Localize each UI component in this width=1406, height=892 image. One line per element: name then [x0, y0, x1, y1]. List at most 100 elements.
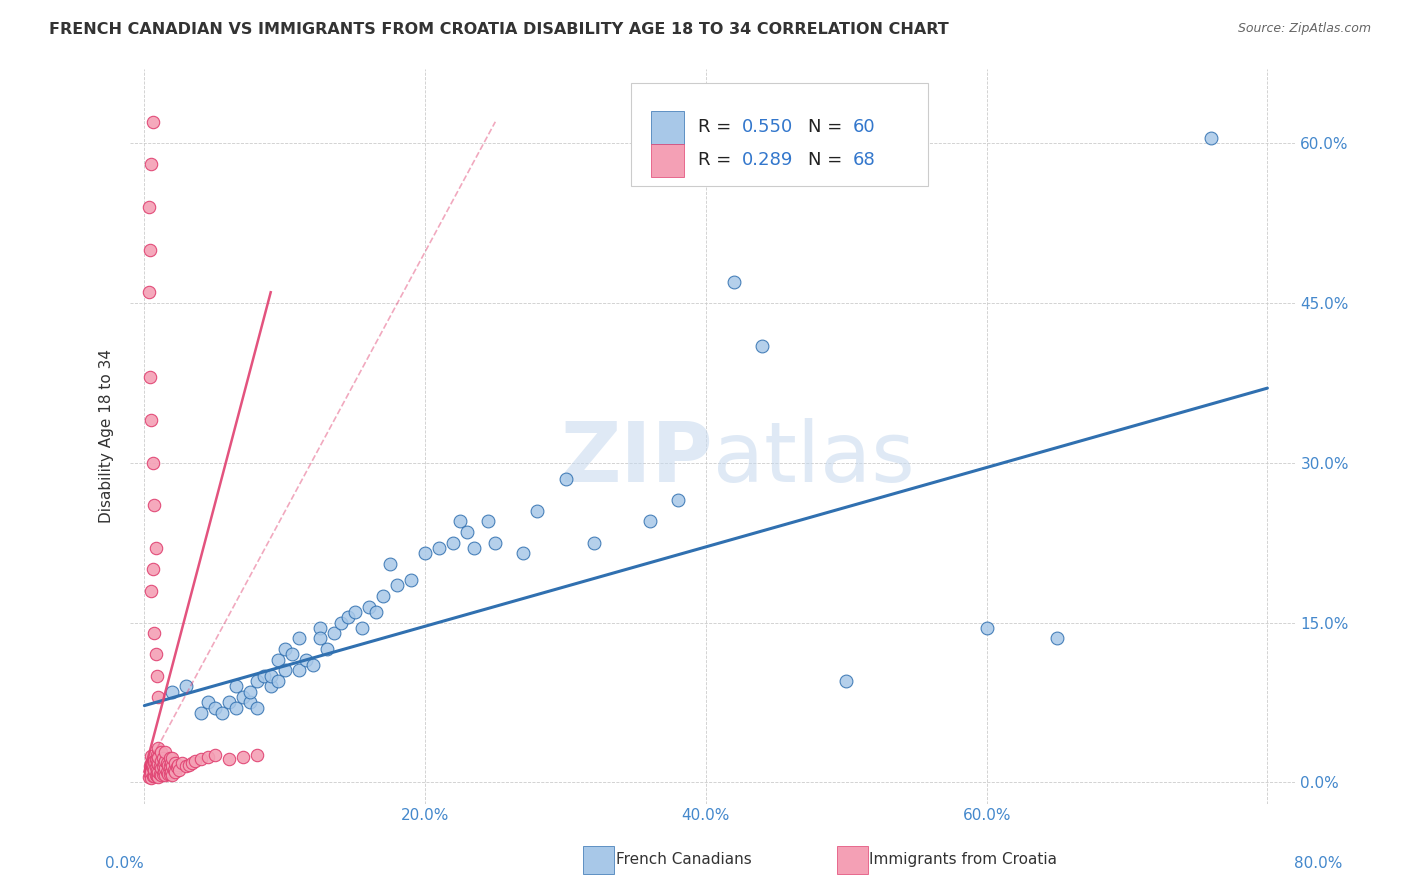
- Point: [157, 758, 180, 772]
- Point: [751, 338, 773, 352]
- Point: [526, 503, 548, 517]
- Point: [138, 285, 160, 300]
- Point: [162, 768, 184, 782]
- Text: 60: 60: [852, 119, 876, 136]
- Point: [274, 642, 297, 657]
- Point: [582, 535, 605, 549]
- Point: [385, 578, 408, 592]
- Point: [148, 741, 170, 756]
- Text: French Canadians: French Canadians: [616, 853, 752, 867]
- Point: [184, 754, 207, 768]
- Point: [159, 759, 181, 773]
- Point: [139, 370, 162, 384]
- Point: [159, 766, 181, 780]
- Text: atlas: atlas: [713, 417, 915, 499]
- Point: [150, 768, 173, 782]
- Point: [176, 680, 198, 694]
- Point: [378, 557, 401, 571]
- Point: [399, 573, 422, 587]
- Point: [218, 752, 240, 766]
- Point: [138, 200, 160, 214]
- Point: [143, 626, 166, 640]
- Point: [288, 664, 311, 678]
- Point: [141, 748, 163, 763]
- Text: Source: ZipAtlas.com: Source: ZipAtlas.com: [1237, 22, 1371, 36]
- Point: [197, 749, 219, 764]
- Point: [308, 632, 330, 646]
- Point: [162, 685, 184, 699]
- Point: [204, 747, 226, 762]
- Point: [162, 759, 184, 773]
- Point: [225, 700, 247, 714]
- Point: [427, 541, 450, 555]
- Point: [260, 680, 283, 694]
- Point: [281, 648, 304, 662]
- Text: R =: R =: [697, 119, 737, 136]
- Point: [1046, 632, 1069, 646]
- Point: [160, 764, 183, 779]
- Point: [143, 763, 166, 777]
- Point: [156, 764, 179, 779]
- Point: [142, 456, 165, 470]
- Point: [371, 589, 394, 603]
- Point: [141, 413, 163, 427]
- Point: [146, 763, 169, 777]
- Point: [141, 583, 163, 598]
- Point: [169, 763, 191, 777]
- Point: [1199, 130, 1222, 145]
- Point: [336, 610, 359, 624]
- Text: R =: R =: [697, 152, 737, 169]
- Text: 68: 68: [852, 152, 876, 169]
- Point: [165, 756, 187, 771]
- Text: N =: N =: [808, 119, 848, 136]
- Point: [638, 514, 661, 528]
- Point: [148, 749, 170, 764]
- Point: [148, 757, 170, 772]
- Point: [142, 562, 165, 576]
- Text: FRENCH CANADIAN VS IMMIGRANTS FROM CROATIA DISABILITY AGE 18 TO 34 CORRELATION C: FRENCH CANADIAN VS IMMIGRANTS FROM CROAT…: [49, 22, 949, 37]
- Point: [143, 769, 166, 783]
- Point: [835, 674, 858, 689]
- Point: [456, 524, 478, 539]
- Point: [322, 626, 344, 640]
- Text: 0.289: 0.289: [742, 152, 793, 169]
- Bar: [651, 144, 683, 177]
- Point: [157, 766, 180, 780]
- Point: [167, 758, 190, 772]
- Point: [149, 759, 172, 773]
- Point: [152, 766, 174, 780]
- Point: [152, 751, 174, 765]
- Point: [160, 756, 183, 771]
- Point: [232, 749, 254, 764]
- Bar: [651, 111, 683, 144]
- Point: [155, 754, 177, 768]
- Point: [148, 770, 170, 784]
- Point: [190, 706, 212, 720]
- Point: [141, 764, 163, 779]
- Point: [159, 751, 181, 765]
- Point: [172, 756, 194, 771]
- Point: [179, 758, 201, 772]
- Point: [413, 546, 436, 560]
- Text: Immigrants from Croatia: Immigrants from Croatia: [869, 853, 1057, 867]
- Point: [142, 769, 165, 783]
- Point: [145, 541, 167, 555]
- Point: [449, 514, 471, 528]
- Text: N =: N =: [808, 152, 848, 169]
- Point: [267, 653, 290, 667]
- Point: [274, 664, 297, 678]
- Point: [146, 769, 169, 783]
- Point: [253, 669, 276, 683]
- Point: [441, 535, 464, 549]
- Point: [294, 653, 316, 667]
- Text: ZIP: ZIP: [561, 417, 713, 499]
- Point: [343, 605, 366, 619]
- Point: [139, 766, 162, 780]
- Text: 0.0%: 0.0%: [105, 856, 145, 871]
- Point: [141, 756, 163, 771]
- Point: [143, 498, 166, 512]
- Point: [246, 700, 269, 714]
- Point: [315, 642, 337, 657]
- Point: [239, 695, 262, 709]
- Y-axis label: Disability Age 18 to 34: Disability Age 18 to 34: [100, 349, 114, 523]
